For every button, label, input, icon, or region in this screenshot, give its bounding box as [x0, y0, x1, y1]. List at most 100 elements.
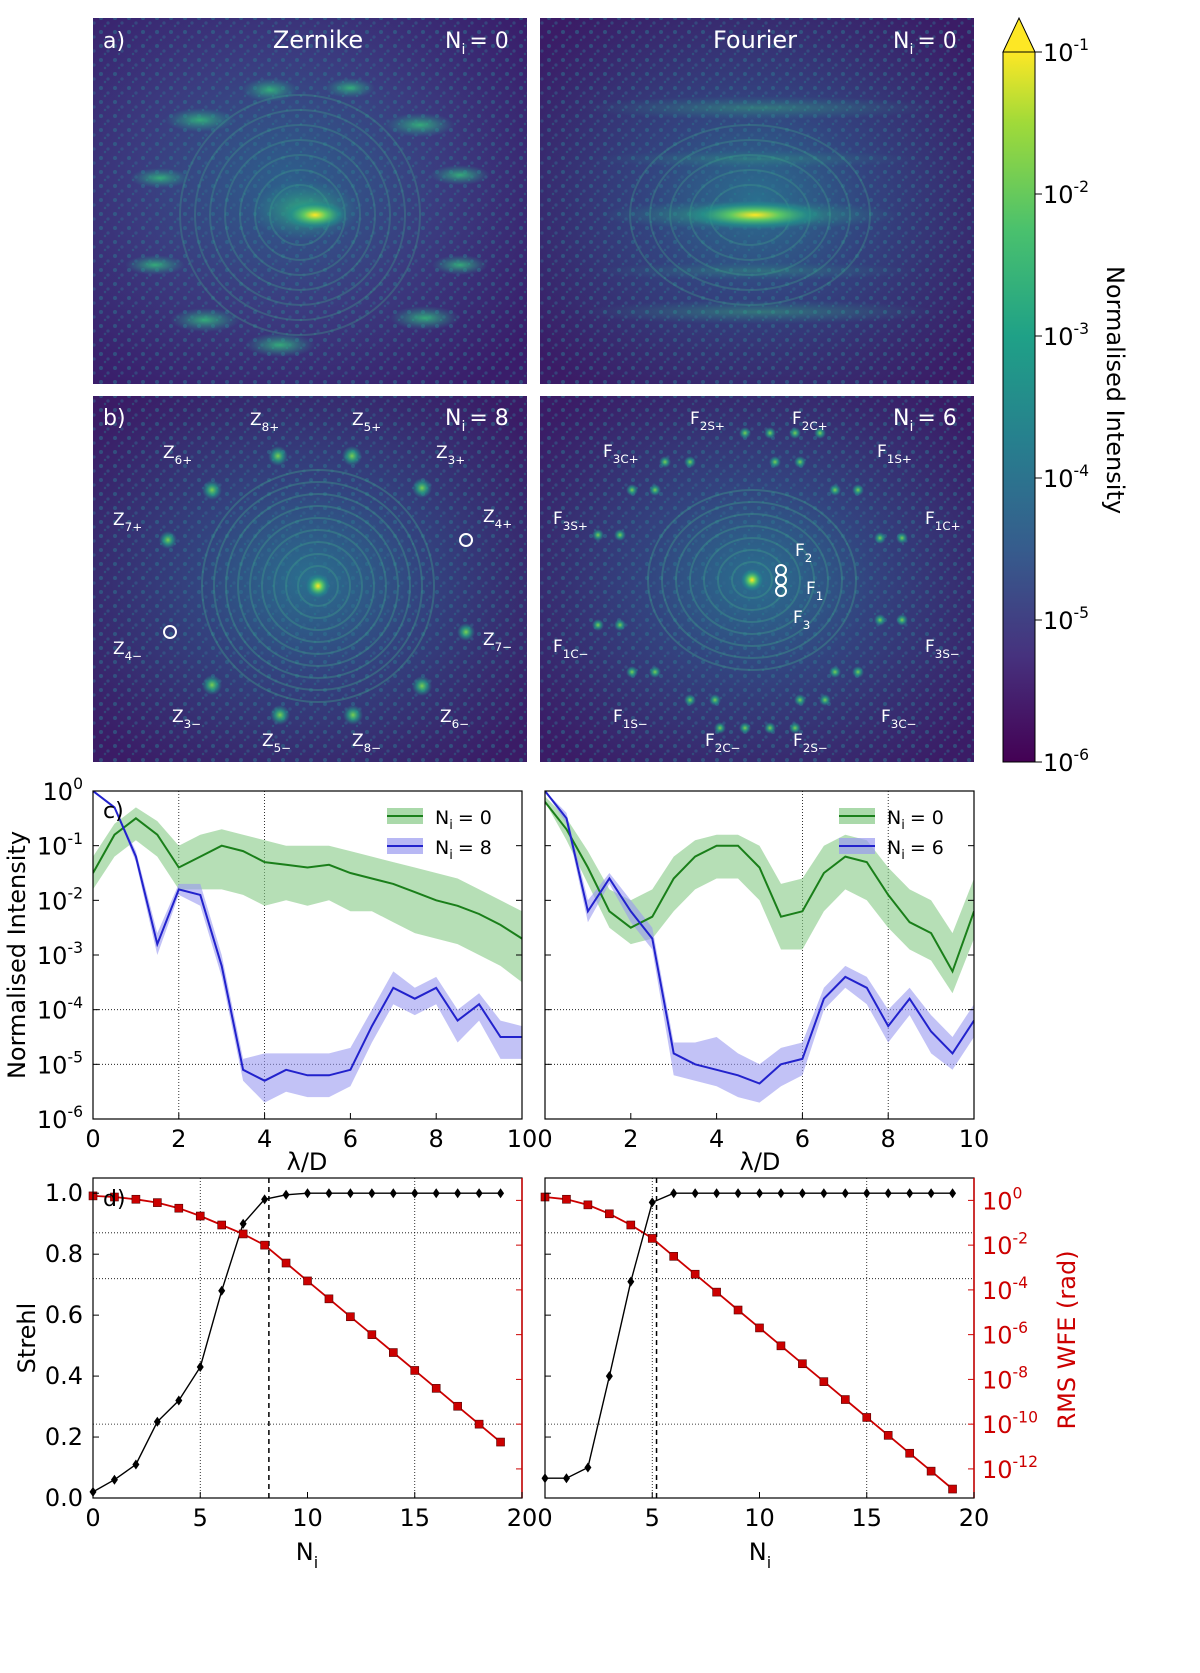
rms-wfe-point — [562, 1194, 571, 1204]
x-tick-label: 0 — [537, 1125, 552, 1153]
x-tick-label: 8 — [881, 1125, 896, 1153]
y-tick-label: 10-4 — [37, 994, 83, 1025]
strehl-point — [777, 1188, 785, 1199]
image-b-zernike — [93, 396, 527, 762]
strehl-point — [670, 1188, 678, 1199]
rms-wfe-point — [324, 1294, 334, 1304]
colorbar-extend-arrow — [1002, 16, 1036, 53]
fourier-spot-labels: F2S+ F2C+ F3C+ F1S+ F3S+ F1C+ F2 F1 F3 F1C− F3S− F1… — [553, 409, 961, 755]
spot-label-f1C+: F1C+ — [925, 509, 961, 533]
rms-wfe-point — [605, 1209, 614, 1219]
y-tick-label: 0.0 — [45, 1484, 83, 1512]
axes-d-right: 0 5 10 15 20 100 10-2 10-4 10-6 10-8 10-10 10-12 — [537, 1185, 1038, 1532]
rms-wfe-point — [410, 1366, 420, 1375]
strehl-point — [304, 1188, 311, 1199]
rms-wfe-point — [669, 1252, 679, 1261]
strehl-point — [627, 1276, 635, 1287]
strehl-point — [756, 1188, 763, 1199]
rms-wfe-point — [647, 1234, 657, 1243]
strehl-point — [605, 1371, 613, 1382]
colorbar-tick-label: 10-6 — [1043, 746, 1089, 777]
lines-c-left — [93, 791, 522, 1082]
legend-label: Ni = 0 — [887, 807, 944, 833]
strehl-point — [584, 1462, 592, 1473]
x-tick-label: 20 — [959, 1504, 990, 1532]
rms-wfe-point — [153, 1198, 162, 1207]
y-tick-label: 10-6 — [37, 1103, 83, 1134]
colorbar-ticks: 10-1 10-2 10-3 10-4 10-5 10-6 — [1035, 36, 1089, 777]
strehl-point — [432, 1188, 440, 1199]
plot-c-right: 0 2 4 6 8 10 λ/D Ni = 0 Ni = 6 — [537, 790, 989, 1176]
strehl-point — [411, 1188, 419, 1199]
strehl-point — [734, 1188, 742, 1199]
ni-label-a-right: Ni = 0 — [893, 29, 957, 58]
spot-label-f2: F2 — [795, 541, 812, 565]
series-line-0 — [545, 801, 974, 974]
strehl-point — [691, 1188, 699, 1199]
strehl-point — [927, 1188, 935, 1199]
image-b-fourier — [540, 396, 974, 762]
y2label-d-right: RMS WFE (rad) — [1053, 1250, 1081, 1429]
ylabel-c-left: Normalised Intensity — [3, 831, 31, 1079]
strehl-point — [389, 1188, 397, 1199]
strehl-point — [239, 1218, 247, 1229]
xlabel-c-right: λ/D — [740, 1148, 781, 1176]
axes-c-left: 0 2 4 6 8 10 100 10-1 10-2 10-3 10-4 10-5 10-6 — [37, 775, 537, 1153]
axes-c-right: 0 2 4 6 8 10 — [537, 790, 989, 1153]
spot-label-z6−: Z6− — [440, 707, 469, 731]
rms-wfe-point — [367, 1330, 377, 1339]
rms-wfe-point — [733, 1305, 743, 1315]
lines-c-right — [545, 791, 974, 1085]
y-tick-label: 0.8 — [45, 1240, 83, 1268]
strehl-point — [906, 1188, 914, 1199]
rms-wfe-point — [776, 1341, 786, 1351]
marks-d-left — [88, 1188, 505, 1497]
strehl-point — [497, 1188, 505, 1199]
xlabel-d-left: Ni — [296, 1538, 318, 1572]
spot-label-z3+: Z3+ — [436, 443, 465, 467]
rms-wfe-point — [926, 1466, 936, 1476]
y2-tick-label: 10-4 — [982, 1274, 1028, 1305]
rms-wfe-point — [862, 1413, 872, 1422]
spot-label-z8−: Z8− — [352, 731, 381, 755]
image-a-zernike — [93, 18, 527, 384]
colorbar-tick-label: 10-4 — [1043, 462, 1089, 493]
colorbar-gradient — [1002, 51, 1036, 763]
rms-wfe-point — [217, 1220, 226, 1230]
strehl-point — [196, 1361, 204, 1372]
rms-wfe-point — [626, 1220, 636, 1230]
strehl-point — [175, 1395, 183, 1406]
rms-wfe-point — [303, 1276, 312, 1286]
spot-label-z7+: Z7+ — [113, 510, 142, 534]
strehl-point — [648, 1197, 656, 1208]
spot-label-z6+: Z6+ — [163, 443, 192, 467]
plot-c-left: 0 2 4 6 8 10 100 10-1 10-2 10-3 10-4 10-5 10-6 c) λ/… — [3, 775, 537, 1176]
zernike-spot-labels: Z8+ Z5+ Z6+ Z3+ Z7+ Z4+ Z4− Z7− Z3− Z6− Z5− Z8− — [113, 410, 512, 755]
spot-label-z8+: Z8+ — [250, 410, 279, 434]
y2-tick-label: 100 — [982, 1185, 1022, 1216]
fourier-title: Fourier — [713, 26, 797, 54]
rms-wfe-point — [948, 1484, 957, 1494]
strehl-point — [132, 1459, 140, 1470]
ylabel-d-left: Strehl — [13, 1303, 41, 1374]
spot-label-z5−: Z5− — [262, 731, 291, 755]
strehl-point — [949, 1188, 957, 1199]
strehl-point — [820, 1188, 828, 1199]
panel-d-label: d) — [103, 1187, 126, 1212]
rms-wfe-point — [346, 1312, 355, 1322]
rms-wfe-point — [712, 1287, 721, 1297]
y2-tick-label: 10-12 — [982, 1453, 1038, 1484]
strehl-point — [346, 1188, 354, 1199]
rms-wfe-point — [474, 1419, 484, 1429]
strehl-point — [454, 1188, 462, 1199]
spot-label-f1C−: F1C− — [553, 637, 589, 661]
bands-c-left — [93, 791, 522, 1103]
strehl-point — [368, 1188, 376, 1199]
grid-d-right — [545, 1178, 974, 1498]
plot-d-right: 0 5 10 15 20 100 10-2 10-4 10-6 10-8 10-10 10-12 Ni… — [537, 1177, 1081, 1572]
legend-c-right: Ni = 0 Ni = 6 — [839, 807, 944, 863]
x-tick-label: 10 — [744, 1504, 775, 1532]
y-tick-label: 1.0 — [45, 1179, 83, 1207]
y-tick-label: 10-1 — [37, 830, 83, 861]
